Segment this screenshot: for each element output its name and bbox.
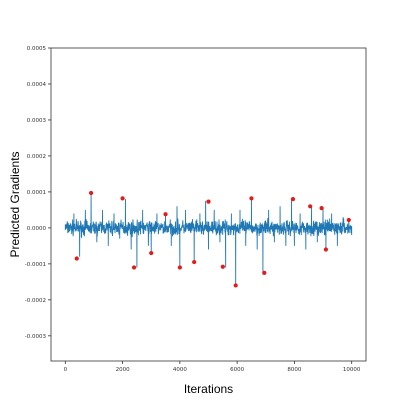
y-tick-label: 0.0002 bbox=[27, 154, 46, 160]
outlier-point bbox=[220, 264, 225, 269]
outlier-point bbox=[249, 196, 254, 201]
outlier-point bbox=[262, 270, 267, 275]
outlier-point bbox=[206, 199, 211, 204]
plot-area bbox=[64, 190, 353, 288]
gradient-line bbox=[64, 193, 353, 286]
x-tick-label: 2000 bbox=[116, 367, 130, 373]
outlier-point bbox=[290, 197, 296, 202]
x-tick-label: 10000 bbox=[343, 367, 361, 373]
y-tick-label: 0.0005 bbox=[27, 46, 47, 52]
x-tick-label: 8000 bbox=[287, 367, 301, 373]
outlier-point bbox=[177, 265, 182, 270]
y-axis-title: Predicted Gradients bbox=[8, 151, 22, 257]
gradient-series bbox=[64, 193, 353, 286]
outlier-point bbox=[149, 250, 154, 256]
y-tick-label: -0.0003 bbox=[25, 334, 47, 340]
y-tick-label: 0.0003 bbox=[27, 118, 47, 124]
outlier-point bbox=[233, 283, 238, 288]
outlier-point bbox=[74, 256, 79, 261]
outlier-point bbox=[319, 205, 324, 211]
outlier-point bbox=[323, 247, 329, 252]
y-axis: 0.0005 0.0004 0.0003 0.0002 0.0001 0.0000 -0.0… bbox=[25, 46, 51, 340]
x-tick-label: 4000 bbox=[173, 367, 187, 373]
y-tick-label: 0.0004 bbox=[27, 82, 47, 88]
outlier-point bbox=[88, 190, 94, 196]
outlier-points bbox=[74, 190, 351, 288]
y-tick-label: -0.0002 bbox=[25, 298, 46, 304]
x-tick-label: 0 bbox=[64, 367, 68, 373]
outlier-point bbox=[120, 196, 125, 201]
outlier-point bbox=[131, 265, 137, 270]
y-tick-label: -0.0001 bbox=[25, 262, 46, 268]
outlier-point bbox=[192, 259, 197, 265]
y-tick-label: 0.0000 bbox=[27, 226, 47, 232]
outlier-point bbox=[163, 212, 168, 217]
outlier-point bbox=[346, 217, 351, 223]
outlier-point bbox=[308, 204, 313, 209]
x-axis-title: Iterations bbox=[184, 382, 233, 396]
x-tick-label: 6000 bbox=[230, 367, 244, 373]
plot-frame bbox=[50, 47, 367, 362]
x-axis: 0 2000 4000 6000 8000 10000 bbox=[64, 361, 361, 373]
y-tick-label: 0.0001 bbox=[27, 190, 46, 196]
